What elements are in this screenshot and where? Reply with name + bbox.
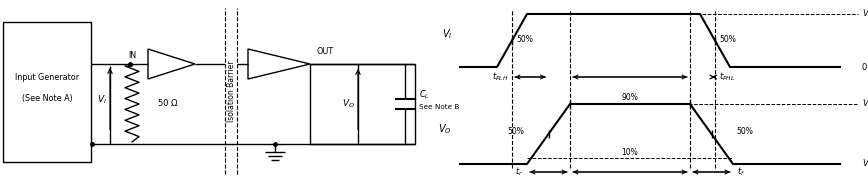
Text: $V_{OH}$: $V_{OH}$ xyxy=(862,98,868,110)
Text: Input Generator: Input Generator xyxy=(15,74,79,82)
Text: $t_f$: $t_f$ xyxy=(737,166,745,178)
Text: $V_I$: $V_I$ xyxy=(97,94,107,106)
Text: $t_{PHL}$: $t_{PHL}$ xyxy=(719,71,735,83)
Text: OUT: OUT xyxy=(317,46,333,56)
Text: 10%: 10% xyxy=(621,148,638,157)
Text: 50%: 50% xyxy=(507,128,524,136)
Text: $V_{OL}$: $V_{OL}$ xyxy=(862,158,868,170)
Text: $t_r$: $t_r$ xyxy=(515,166,523,178)
Text: $V_{CC1}$: $V_{CC1}$ xyxy=(862,8,868,20)
Text: 90%: 90% xyxy=(621,93,639,102)
Text: IN: IN xyxy=(128,50,136,60)
Text: (See Note A): (See Note A) xyxy=(22,94,72,104)
Bar xyxy=(310,64,415,144)
Bar xyxy=(3,22,91,162)
Text: $V_I$: $V_I$ xyxy=(442,28,452,41)
Text: $t_{PLH}$: $t_{PLH}$ xyxy=(491,71,508,83)
Text: 0 V: 0 V xyxy=(862,62,868,72)
Text: $V_O$: $V_O$ xyxy=(341,98,354,110)
Text: See Note B: See Note B xyxy=(419,104,459,110)
Text: $C_L$: $C_L$ xyxy=(419,89,430,101)
Text: 50 Ω: 50 Ω xyxy=(158,100,177,108)
Text: 50%: 50% xyxy=(516,35,533,44)
Text: $V_O$: $V_O$ xyxy=(438,122,452,136)
Text: 50%: 50% xyxy=(736,128,753,136)
Text: 50%: 50% xyxy=(719,35,736,44)
Text: Isolation Barrier: Isolation Barrier xyxy=(227,60,235,122)
